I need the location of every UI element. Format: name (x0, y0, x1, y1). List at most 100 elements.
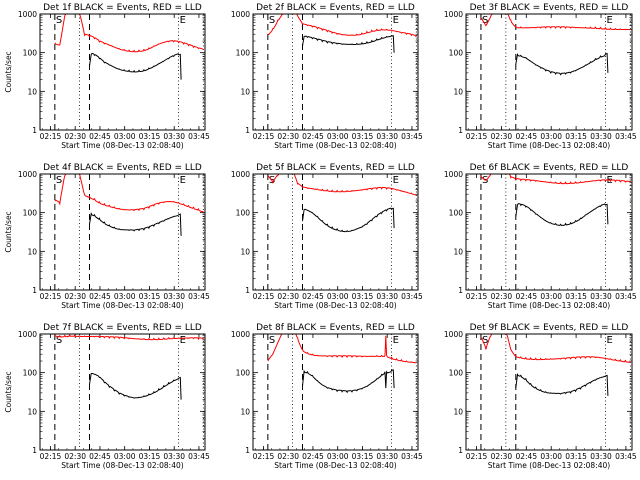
y-tick-label: 100 (236, 369, 251, 378)
x-tick-label: 03:30 (376, 132, 398, 141)
y-tick-label: 1 (32, 126, 37, 135)
x-axis-label: Start Time (08-Dec-13 02:08:40) (274, 301, 396, 310)
x-tick-label: 02:30 (491, 452, 513, 461)
x-tick-label: 02:30 (277, 292, 299, 301)
x-axis-label: Start Time (08-Dec-13 02:08:40) (274, 461, 396, 470)
x-tick-label: 03:15 (352, 452, 374, 461)
y-axis-label: Counts/sec (4, 51, 13, 92)
y-tick-label: 1 (458, 286, 463, 295)
x-tick-label: 02:15 (466, 292, 488, 301)
x-axis-label: Start Time (08-Dec-13 02:08:40) (274, 141, 396, 150)
x-tick-label: 02:15 (40, 452, 62, 461)
x-tick-label: 02:30 (491, 132, 513, 141)
plot-area (54, 174, 204, 236)
x-tick-label: 03:45 (401, 292, 423, 301)
x-tick-label: 02:45 (515, 452, 537, 461)
chart-panel-4: Det 4f BLACK = Events, RED = LLD 1 10 100 10… (4, 163, 210, 310)
x-tick-label: 03:45 (401, 452, 423, 461)
y-tick-label: 10 (453, 407, 463, 416)
plot-frame (39, 13, 206, 131)
x-tick-label: 02:45 (89, 292, 111, 301)
series-events (515, 373, 609, 396)
x-tick-label: 03:45 (615, 132, 637, 141)
x-tick-label: 03:00 (327, 132, 349, 141)
plot-frame (39, 173, 206, 291)
chart-title: Det 4f BLACK = Events, RED = LLD (43, 163, 202, 173)
plot-area (480, 14, 631, 76)
x-tick-label: 02:30 (64, 292, 86, 301)
chart-panel-2: Det 2f BLACK = Events, RED = LLD 1 10 100 10… (231, 3, 423, 150)
chart-title: Det 9f BLACK = Events, RED = LLD (470, 323, 629, 333)
x-tick-label: 02:45 (302, 132, 324, 141)
x-tick-label: 02:30 (64, 452, 86, 461)
x-tick-label: 02:15 (253, 292, 275, 301)
y-axis-label: Counts/sec (4, 211, 13, 252)
y-tick-label: 100 (449, 209, 464, 218)
marker-label-s: S (56, 175, 62, 186)
marker-label-s: S (269, 335, 275, 346)
x-tick-label: 02:15 (253, 452, 275, 461)
marker-label-e: E (606, 335, 612, 346)
plot-area (267, 174, 417, 233)
marker-label-e: E (180, 175, 186, 186)
series-lld (480, 14, 631, 31)
marker-label-s: S (56, 15, 62, 26)
x-tick-label: 03:45 (615, 452, 637, 461)
x-tick-label: 03:30 (590, 132, 612, 141)
x-tick-label: 03:00 (114, 132, 136, 141)
series-events (302, 35, 395, 53)
x-tick-label: 03:30 (376, 292, 398, 301)
plot-area (267, 334, 417, 394)
marker-label-e: E (393, 15, 399, 26)
y-tick-label: 10 (453, 247, 463, 256)
y-tick-label: 10 (240, 407, 250, 416)
marker-label-s: S (56, 335, 62, 346)
y-tick-label: 1000 (231, 330, 250, 339)
x-tick-label: 03:45 (188, 292, 210, 301)
y-tick-label: 10 (27, 407, 37, 416)
y-tick-label: 1 (32, 286, 37, 295)
series-events (302, 369, 395, 394)
y-tick-label: 1 (245, 126, 250, 135)
series-events (515, 52, 609, 76)
plot-frame (465, 173, 633, 291)
y-tick-label: 100 (236, 209, 251, 218)
plot-area (480, 334, 631, 396)
y-tick-label: 1000 (231, 170, 250, 179)
series-events (302, 207, 395, 233)
y-tick-label: 10 (27, 247, 37, 256)
y-tick-label: 100 (449, 49, 464, 58)
plot-frame (465, 13, 633, 131)
series-lld (54, 174, 204, 213)
x-tick-label: 03:30 (163, 132, 185, 141)
y-tick-label: 10 (453, 87, 463, 96)
chart-panel-1: Det 1f BLACK = Events, RED = LLD 1 10 100 10… (4, 3, 210, 150)
plot-area (267, 14, 417, 53)
chart-panel-9: Det 9f BLACK = Events, RED = LLD 1 10 100 10… (444, 323, 637, 470)
x-tick-label: 03:15 (352, 292, 374, 301)
series-lld (267, 174, 417, 196)
y-tick-label: 1000 (444, 330, 463, 339)
x-tick-label: 03:30 (163, 292, 185, 301)
series-lld (480, 174, 631, 185)
marker-label-e: E (180, 15, 186, 26)
x-tick-label: 02:45 (515, 292, 537, 301)
y-tick-label: 10 (240, 247, 250, 256)
marker-label-s: S (269, 15, 275, 26)
x-tick-label: 03:00 (540, 292, 562, 301)
series-events (89, 373, 182, 400)
x-tick-label: 03:15 (139, 292, 161, 301)
x-tick-label: 03:00 (114, 452, 136, 461)
chart-panel-8: Det 8f BLACK = Events, RED = LLD 1 10 100 10… (231, 323, 423, 470)
x-tick-label: 03:15 (565, 452, 587, 461)
x-tick-label: 03:30 (590, 292, 612, 301)
x-axis-label: Start Time (08-Dec-13 02:08:40) (488, 461, 610, 470)
x-tick-label: 02:45 (89, 132, 111, 141)
x-tick-label: 02:15 (40, 132, 62, 141)
x-tick-label: 03:30 (590, 452, 612, 461)
series-lld (267, 14, 417, 38)
chart-panel-5: Det 5f BLACK = Events, RED = LLD 1 10 100 10… (231, 163, 423, 310)
x-tick-label: 03:00 (327, 292, 349, 301)
x-axis-label: Start Time (08-Dec-13 02:08:40) (488, 301, 610, 310)
x-tick-label: 02:45 (515, 132, 537, 141)
